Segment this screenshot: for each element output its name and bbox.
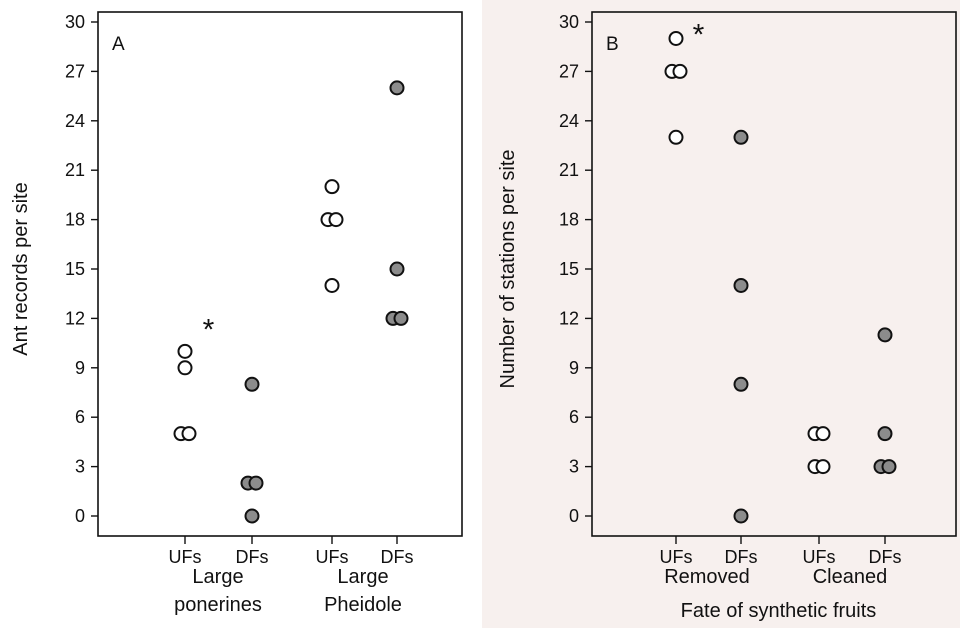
data-point	[733, 508, 749, 524]
data-point	[877, 426, 893, 442]
y-tick-label: 27	[559, 61, 579, 81]
panel-background	[482, 0, 960, 628]
data-point	[324, 179, 340, 195]
y-tick-label: 21	[65, 160, 85, 180]
data-point	[389, 261, 405, 277]
y-axis-label: Ant records per site	[10, 182, 32, 355]
y-tick-label: 12	[65, 308, 85, 328]
group-label: ponerines	[174, 594, 262, 616]
plot-frame	[591, 11, 957, 537]
data-point	[181, 426, 197, 442]
y-tick-label: 0	[569, 506, 579, 526]
data-point	[177, 343, 193, 359]
y-tick-label: 9	[569, 358, 579, 378]
group-label: Cleaned	[813, 566, 888, 588]
x-tick-label: DFs	[236, 547, 269, 567]
y-tick-label: 9	[75, 358, 85, 378]
y-tick-label: 24	[559, 111, 579, 131]
data-point	[248, 475, 264, 491]
data-point	[815, 426, 831, 442]
y-tick-label: 15	[559, 259, 579, 279]
y-tick-label: 21	[559, 160, 579, 180]
data-point	[389, 80, 405, 96]
data-point	[393, 310, 409, 326]
data-point	[328, 212, 344, 228]
y-tick-label: 24	[65, 111, 85, 131]
y-axis-label: Number of stations per site	[497, 150, 519, 389]
x-axis-label: Fate of synthetic fruits	[681, 600, 877, 622]
y-tick-label: 3	[75, 457, 85, 477]
y-tick-label: 18	[65, 210, 85, 230]
x-tick-label: UFs	[803, 547, 836, 567]
data-point	[177, 360, 193, 376]
significance-marker: *	[693, 18, 705, 51]
data-point	[668, 30, 684, 46]
x-tick-label: DFs	[869, 547, 902, 567]
group-label: Removed	[664, 566, 750, 588]
data-point	[244, 508, 260, 524]
x-tick-label: UFs	[169, 547, 202, 567]
y-tick-label: 3	[569, 457, 579, 477]
data-point	[877, 327, 893, 343]
significance-marker: *	[203, 313, 215, 346]
panel-label: B	[606, 34, 619, 55]
group-label: Large	[337, 566, 388, 588]
y-tick-label: 27	[65, 61, 85, 81]
y-tick-label: 6	[569, 407, 579, 427]
x-tick-label: DFs	[725, 547, 758, 567]
y-tick-label: 6	[75, 407, 85, 427]
data-point	[733, 129, 749, 145]
group-label: Large	[192, 566, 243, 588]
y-tick-label: 30	[65, 12, 85, 32]
data-point	[324, 277, 340, 293]
data-point	[733, 277, 749, 293]
data-point	[815, 459, 831, 475]
plot-frame	[97, 11, 463, 537]
x-tick-label: DFs	[381, 547, 414, 567]
y-tick-label: 30	[559, 12, 579, 32]
y-tick-label: 0	[75, 506, 85, 526]
x-tick-label: UFs	[660, 547, 693, 567]
y-tick-label: 15	[65, 259, 85, 279]
data-point	[733, 376, 749, 392]
data-point	[244, 376, 260, 392]
y-tick-label: 18	[559, 210, 579, 230]
group-label: Pheidole	[324, 594, 402, 616]
data-point	[881, 459, 897, 475]
x-tick-label: UFs	[316, 547, 349, 567]
y-tick-label: 12	[559, 308, 579, 328]
data-point	[668, 129, 684, 145]
panel-label: A	[112, 34, 125, 55]
data-point	[672, 63, 688, 79]
